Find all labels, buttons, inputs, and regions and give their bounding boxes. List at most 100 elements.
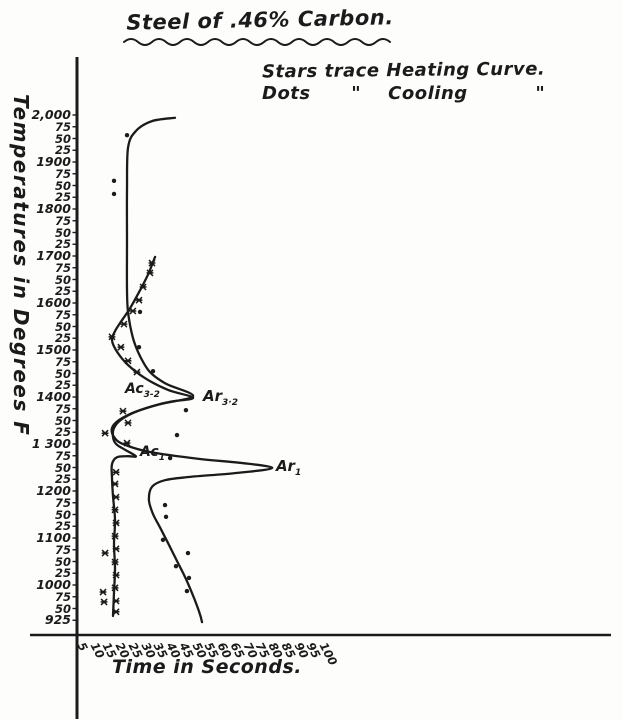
cooling-dot-marker: [185, 550, 191, 556]
cooling-dot-marker: [111, 191, 117, 197]
y-tick-label: 25: [54, 237, 71, 252]
heating-star-marker: [112, 468, 120, 476]
y-tick-label: 50: [54, 131, 71, 146]
heating-star-marker: [111, 532, 119, 540]
heating-star-marker: [101, 429, 109, 437]
y-tick-label: 25: [54, 425, 71, 440]
heating-star-marker: [146, 269, 154, 277]
y-tick-label: 75: [54, 542, 71, 557]
arrest-label-ar32: Ar3·2: [203, 387, 238, 409]
y-tick-label: 50: [54, 225, 71, 240]
cooling-dot-marker: [124, 133, 130, 138]
x-axis-label: Time in Seconds.: [112, 656, 302, 678]
y-tick-label: 75: [54, 307, 71, 322]
heating-star-marker: [111, 506, 119, 514]
heating-curve: [110, 255, 195, 618]
y-tick-label: 25: [54, 190, 71, 205]
y-tick-label: 25: [54, 378, 71, 393]
heating-star-marker: [111, 558, 119, 566]
y-tick-label: 75: [54, 354, 71, 369]
y-tick-label: 25: [54, 566, 71, 581]
y-tick-label: 1000: [36, 577, 71, 592]
heating-star-marker: [123, 439, 131, 447]
y-tick-label: 75: [54, 448, 71, 463]
cooling-dot-marker: [184, 588, 190, 594]
y-tick-label: 50: [54, 507, 71, 522]
y-tick-label: 25: [54, 331, 71, 346]
y-tick-label: 50: [54, 319, 71, 334]
y-tick-label: 25: [54, 519, 71, 534]
y-tick-label: 1500: [36, 342, 71, 357]
heating-star-marker: [120, 320, 128, 328]
cooling-dot-marker: [174, 432, 180, 438]
cooling-dot-marker: [173, 564, 179, 569]
heating-star-marker: [129, 307, 137, 315]
y-tick-label: 75: [54, 495, 71, 510]
cooling-dot-marker: [163, 514, 169, 520]
cooling-dot-marker: [183, 407, 189, 413]
heating-star-marker: [117, 343, 125, 351]
y-tick-label: 925: [44, 612, 71, 628]
arrest-label-ac1: Ac1: [140, 443, 165, 463]
cooling-dot-marker: [111, 178, 117, 183]
y-tick-label: 75: [54, 260, 71, 275]
cooling-dot-marker: [160, 537, 166, 543]
cooling-dot-marker: [167, 455, 173, 461]
heating-star-marker: [108, 333, 116, 341]
y-tick-label: 75: [54, 213, 71, 228]
heating-star-marker: [135, 296, 143, 304]
cooling-dot-marker: [137, 309, 143, 315]
cooling-dot-marker: [162, 502, 168, 508]
y-tick-label: 50: [54, 413, 71, 428]
cooling-dot-marker: [150, 368, 156, 374]
y-tick-label: 50: [54, 272, 71, 287]
heating-star-marker: [112, 597, 120, 605]
y-tick-label: 1600: [36, 295, 71, 310]
heating-star-marker: [99, 588, 107, 596]
heating-star-marker: [112, 545, 120, 553]
y-tick-label: 25: [54, 284, 71, 299]
y-tick-label: 75: [54, 589, 71, 604]
heating-star-marker: [139, 283, 147, 291]
y-tick-label: 1100: [36, 530, 71, 545]
heating-star-marker: [148, 259, 156, 267]
legend-line-cooling: Dots " Cooling ": [262, 83, 546, 104]
arrest-label-ar1: Ar1: [275, 457, 302, 479]
y-tick-label: 1800: [36, 201, 71, 216]
heating-star-marker: [112, 519, 120, 527]
y-tick-label: 50: [54, 178, 71, 193]
y-tick-label: 1400: [36, 389, 71, 404]
y-tick-label: 1 300: [31, 436, 71, 451]
heating-star-marker: [119, 407, 127, 415]
y-tick-label: 50: [54, 601, 71, 616]
cooling-dot-marker: [186, 575, 192, 581]
heating-star-marker: [112, 493, 120, 501]
heating-star-marker: [112, 608, 120, 616]
y-tick-label: 2,000: [31, 107, 71, 122]
y-tick-label: 1200: [36, 483, 71, 498]
y-tick-label: 50: [54, 460, 71, 475]
heating-star-marker: [124, 357, 132, 365]
heating-star-marker: [111, 480, 119, 488]
heating-star-marker: [101, 549, 109, 557]
y-tick-label: 25: [54, 143, 71, 158]
heating-star-marker: [124, 419, 132, 427]
y-tick-label: 50: [54, 366, 71, 381]
cooling-dot-marker: [136, 344, 142, 350]
heating-star-marker: [133, 368, 141, 376]
y-tick-label: 25: [54, 472, 71, 487]
heating-star-marker: [100, 598, 108, 606]
y-tick-label: 75: [54, 119, 71, 134]
y-tick-label: 1700: [36, 248, 71, 263]
y-tick-label: 75: [54, 166, 71, 181]
y-tick-label: 50: [54, 554, 71, 569]
y-tick-label: 75: [54, 401, 71, 416]
arrest-label-ac32: Ac3-2: [124, 380, 160, 400]
heating-star-marker: [111, 584, 119, 592]
title-underline: [123, 38, 391, 46]
y-tick-label: 1900: [36, 154, 71, 169]
heating-star-marker: [112, 571, 120, 579]
cooling-curve: [110, 116, 274, 624]
